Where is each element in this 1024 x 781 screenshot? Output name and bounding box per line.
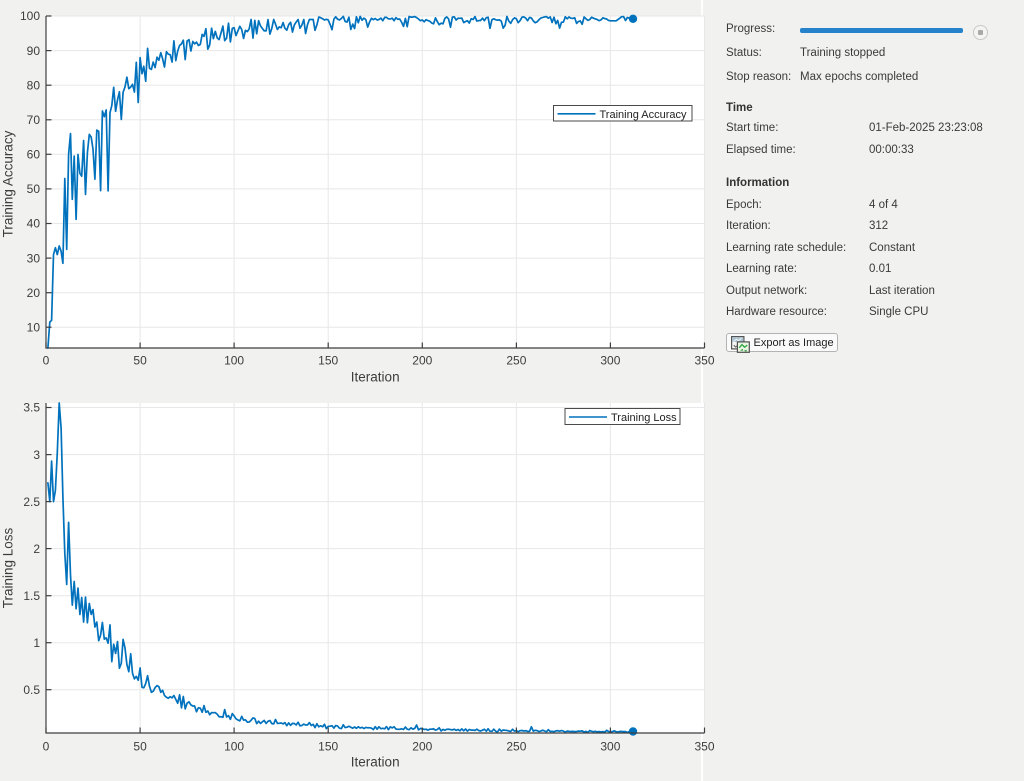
svg-text:300: 300 — [600, 354, 620, 368]
svg-text:20: 20 — [27, 286, 41, 300]
svg-text:30: 30 — [27, 251, 41, 265]
svg-text:3.5: 3.5 — [23, 401, 40, 415]
svg-text:3: 3 — [33, 448, 40, 462]
svg-text:50: 50 — [27, 182, 41, 196]
svg-text:350: 350 — [694, 354, 714, 368]
svg-text:1: 1 — [33, 636, 40, 650]
svg-text:0: 0 — [43, 354, 50, 368]
svg-text:Iteration: Iteration — [351, 370, 400, 385]
svg-text:250: 250 — [506, 740, 526, 754]
svg-text:2.5: 2.5 — [23, 495, 40, 509]
svg-text:70: 70 — [27, 113, 41, 127]
svg-text:60: 60 — [27, 148, 41, 162]
svg-text:50: 50 — [133, 354, 147, 368]
svg-text:100: 100 — [224, 354, 244, 368]
svg-text:2: 2 — [33, 542, 40, 556]
svg-text:250: 250 — [506, 354, 526, 368]
svg-text:90: 90 — [27, 44, 41, 58]
svg-text:100: 100 — [224, 740, 244, 754]
svg-text:10: 10 — [27, 320, 41, 334]
svg-text:80: 80 — [27, 78, 41, 92]
svg-text:Training Loss: Training Loss — [1, 527, 16, 608]
svg-text:350: 350 — [694, 740, 714, 754]
svg-text:Iteration: Iteration — [351, 755, 400, 770]
svg-text:1.5: 1.5 — [23, 589, 40, 603]
svg-text:Training Accuracy: Training Accuracy — [600, 109, 688, 121]
svg-text:Training Loss: Training Loss — [611, 412, 677, 424]
svg-text:150: 150 — [318, 740, 338, 754]
svg-text:0: 0 — [43, 740, 50, 754]
svg-text:0.5: 0.5 — [23, 683, 40, 697]
svg-text:40: 40 — [27, 217, 41, 231]
svg-text:200: 200 — [412, 354, 432, 368]
svg-text:150: 150 — [318, 354, 338, 368]
svg-text:50: 50 — [133, 740, 147, 754]
svg-text:300: 300 — [600, 740, 620, 754]
svg-text:100: 100 — [20, 9, 40, 23]
svg-text:Training Accuracy: Training Accuracy — [1, 130, 16, 237]
svg-text:200: 200 — [412, 740, 432, 754]
